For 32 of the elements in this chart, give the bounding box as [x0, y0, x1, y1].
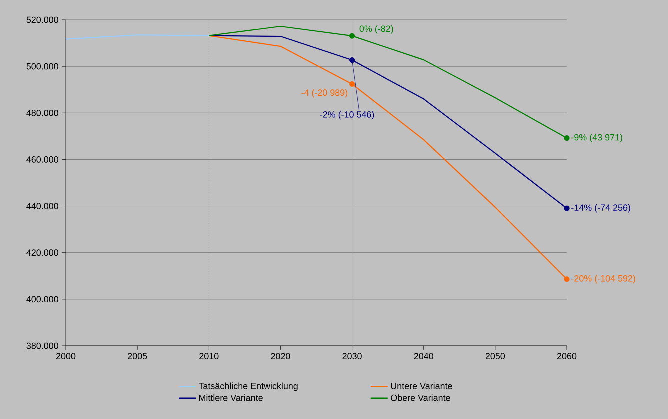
point [349, 57, 356, 64]
legend-label: Tatsächliche Entwicklung [198, 382, 298, 392]
y-tick-label: 480.000 [26, 110, 58, 116]
y-tick-label: 400.000 [26, 296, 58, 303]
annotation: -9% (43 971) [572, 134, 622, 142]
x-tick-label: 2010 [200, 353, 219, 360]
y-tick-label: 380.000 [26, 342, 58, 350]
x-tick-label: 2000 [56, 353, 76, 360]
x-tick-label: 2060 [557, 353, 577, 360]
annotation: -4 (-20 989) [302, 89, 348, 98]
y-tick-label: 440.000 [26, 203, 58, 210]
point [349, 33, 356, 39]
x-tick-label: 2030 [342, 353, 362, 360]
annotation: 0% (-82) [360, 26, 394, 34]
annotation: -20% (-104 592) [572, 275, 636, 284]
x-tick-label: 2040 [414, 353, 434, 360]
y-tick-label: 520.000 [26, 16, 58, 24]
x-tick-label: 2020 [271, 353, 290, 360]
y-tick-label: 460.000 [26, 156, 58, 163]
x-tick-label: 2050 [486, 353, 506, 360]
point [349, 81, 356, 88]
point [564, 206, 570, 212]
y-tick-label: 420.000 [26, 250, 58, 256]
annotation: -2% (-10 546) [320, 111, 374, 120]
annotation: -14% (-74 256) [572, 204, 630, 213]
x-tick-label: 2005 [128, 353, 148, 360]
point [564, 276, 570, 282]
legend-label: Obere Variante [391, 394, 450, 402]
y-tick-label: 500.000 [26, 63, 58, 70]
legend-label: Untere Variante [391, 382, 452, 390]
legend-label: Mittlere Variante [199, 394, 263, 402]
point [564, 136, 570, 142]
